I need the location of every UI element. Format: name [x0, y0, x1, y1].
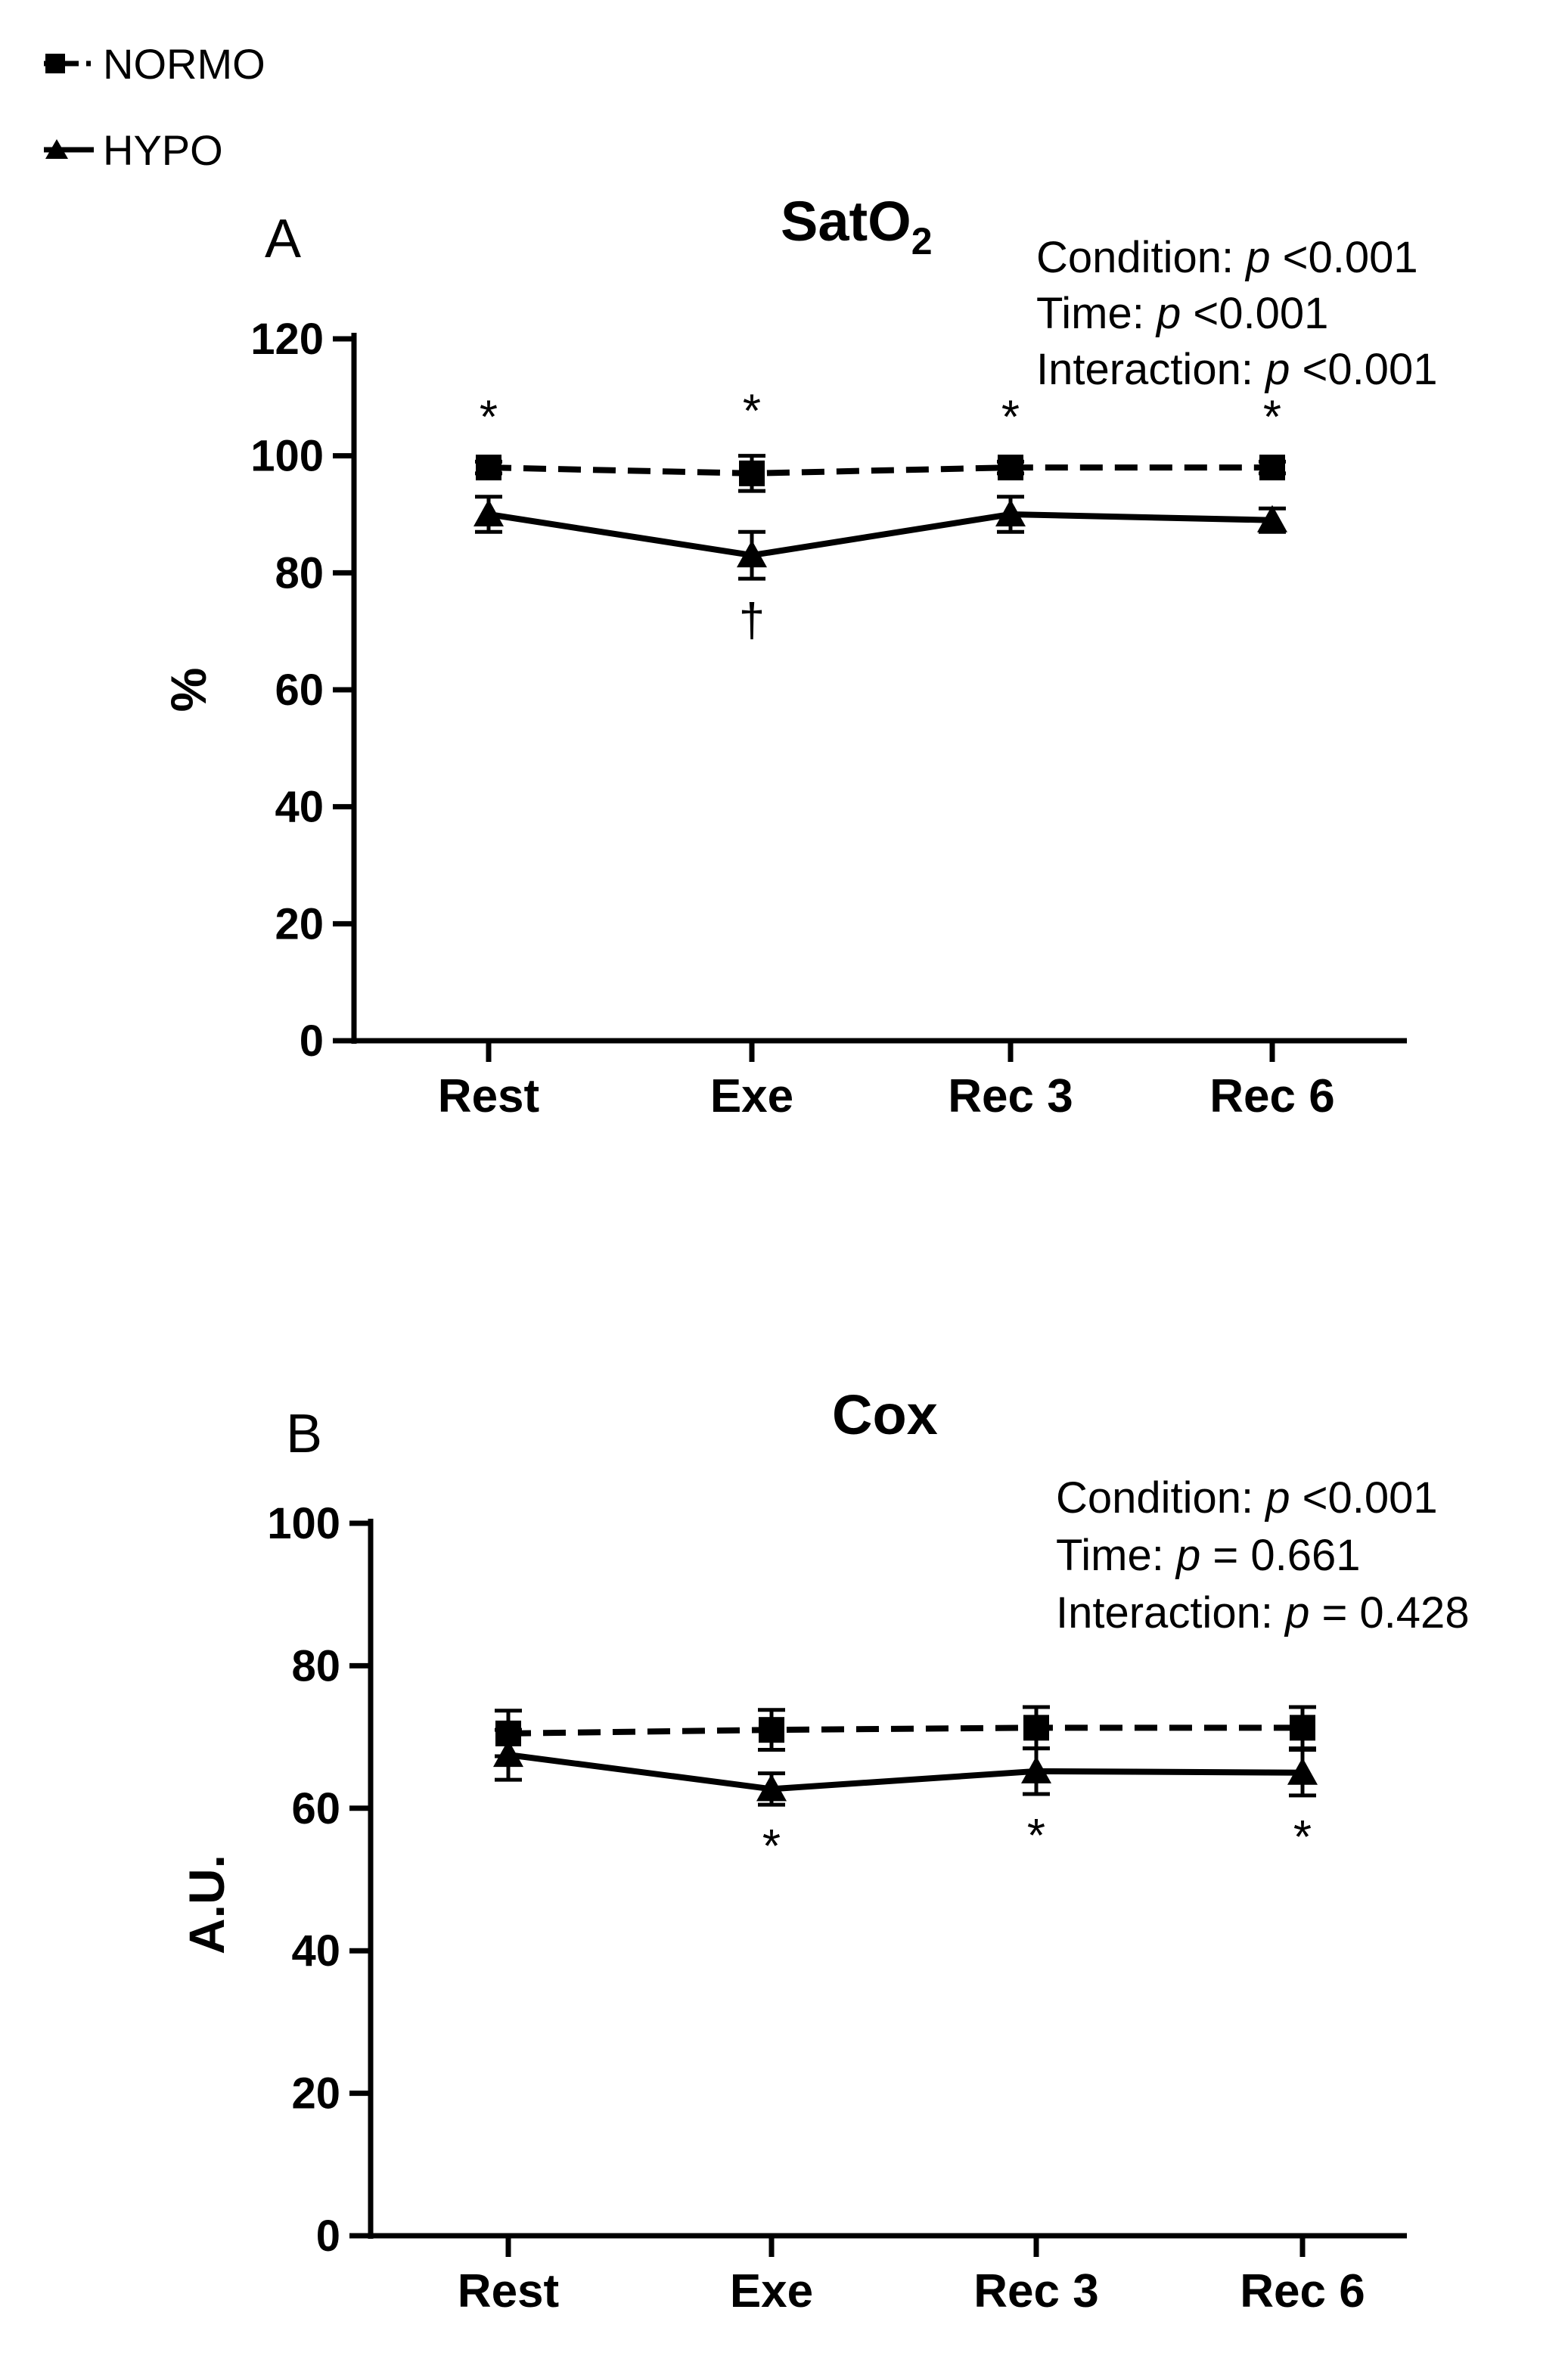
y-tick-label-b-60: 60	[291, 1784, 340, 1833]
point-normo-a-0	[476, 455, 501, 481]
point-hypo-a-0	[474, 499, 504, 526]
plot-area-a: 0 20 40 60 80 100 120 Rest Exe Rec 3 Rec 6 * * * * †	[250, 315, 1407, 1122]
y-tick-label-a-80: 80	[275, 548, 324, 598]
y-tick-label-b-20: 20	[291, 2069, 340, 2119]
plot-area-b: 0 20 40 60 80 100 Rest Exe Rec 3 Rec 6 * * *	[267, 1499, 1407, 2317]
series-line-hypo-a	[488, 511, 1273, 559]
x-tick-label-b-1: Exe	[730, 2265, 813, 2317]
y-axis-label-b: A.U.	[179, 1855, 234, 1954]
point-hypo-a-1	[737, 540, 767, 568]
point-hypo-b-0	[493, 1740, 523, 1768]
legend-label-hypo: HYPO	[103, 126, 223, 174]
y-axis-label-a: %	[160, 668, 216, 712]
series-line-hypo-b	[508, 1752, 1303, 1793]
point-hypo-a-3	[1257, 504, 1287, 532]
legend-marker-hypo	[45, 139, 68, 159]
point-hypo-b-3	[1287, 1757, 1318, 1785]
legend-item-hypo: HYPO	[44, 126, 223, 174]
series-line-normo-a	[488, 464, 1272, 476]
stat-condition-a: Condition: p <0.001	[1036, 233, 1418, 282]
annotation-a-1: *	[743, 386, 761, 438]
point-normo-b-1	[759, 1717, 784, 1743]
x-tick-label-a-2: Rec 3	[948, 1070, 1073, 1122]
stat-time-a: Time: p <0.001	[1036, 289, 1328, 338]
y-tick-label-a-100: 100	[250, 432, 324, 481]
point-hypo-b-2	[1021, 1755, 1051, 1783]
panel-label-a: A	[265, 209, 301, 269]
stat-interaction-a: Interaction: p <0.001	[1036, 345, 1437, 394]
x-tick-label-a-0: Rest	[438, 1070, 539, 1122]
annotation-a-3: *	[1263, 391, 1281, 443]
annotation-a-0: *	[480, 391, 498, 443]
x-tick-label-a-3: Rec 6	[1209, 1070, 1334, 1122]
y-tick-label-b-80: 80	[291, 1641, 340, 1690]
stat-time-b: Time: p = 0.661	[1056, 1531, 1360, 1580]
point-hypo-b-1	[756, 1774, 787, 1802]
annotation-a-4: †	[739, 594, 765, 647]
point-normo-a-2	[998, 455, 1023, 481]
point-hypo-a-2	[995, 499, 1026, 526]
y-tick-label-a-0: 0	[300, 1017, 324, 1066]
legend-marker-normo	[45, 54, 65, 73]
annotation-b-0: *	[762, 1821, 781, 1873]
y-tick-label-a-120: 120	[250, 315, 324, 364]
x-tick-label-a-1: Exe	[710, 1070, 793, 1122]
point-normo-a-1	[739, 460, 765, 486]
y-tick-label-b-40: 40	[291, 1926, 340, 1976]
annotation-b-2: *	[1293, 1811, 1312, 1864]
y-tick-label-a-20: 20	[275, 899, 324, 948]
y-tick-label-a-60: 60	[275, 666, 324, 715]
stat-interaction-b: Interaction: p = 0.428	[1056, 1588, 1470, 1637]
y-tick-label-a-40: 40	[275, 783, 324, 832]
annotation-b-1: *	[1027, 1810, 1045, 1862]
y-tick-label-b-100: 100	[267, 1499, 340, 1548]
y-tick-label-b-0: 0	[316, 2212, 340, 2261]
legend: NORMO HYPO	[44, 40, 265, 174]
chart-title-b: Cox	[832, 1383, 938, 1446]
annotation-a-2: *	[1001, 391, 1020, 443]
chart-panel-a: A SatO2 Condition: p <0.001 Time: p <0.0…	[160, 190, 1437, 1122]
point-normo-b-3	[1290, 1715, 1315, 1741]
x-tick-label-b-3: Rec 6	[1240, 2265, 1365, 2317]
stats-b: Condition: p <0.001 Time: p = 0.661 Inte…	[1056, 1473, 1470, 1637]
chart-panel-b: B Cox Condition: p <0.001 Time: p = 0.66…	[179, 1383, 1470, 2317]
point-normo-b-2	[1023, 1715, 1049, 1741]
legend-item-normo: NORMO	[44, 40, 265, 88]
point-normo-a-3	[1259, 455, 1285, 481]
x-tick-label-b-0: Rest	[458, 2265, 559, 2317]
panel-label-b: B	[286, 1404, 322, 1464]
chart-title-a: SatO2	[781, 190, 933, 262]
legend-label-normo: NORMO	[103, 40, 265, 88]
series-line-normo-b	[508, 1724, 1303, 1737]
x-tick-label-b-2: Rec 3	[973, 2265, 1098, 2317]
stat-condition-b: Condition: p <0.001	[1056, 1473, 1438, 1523]
stats-a: Condition: p <0.001 Time: p <0.001 Inter…	[1036, 233, 1437, 394]
